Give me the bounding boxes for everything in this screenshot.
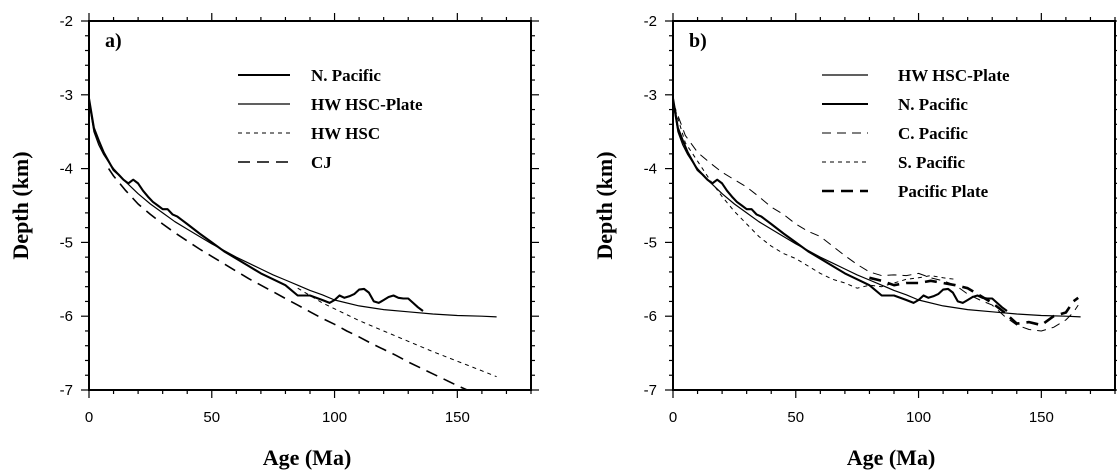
y-tick-label: -7 xyxy=(60,382,73,399)
y-tick-label: -2 xyxy=(60,13,73,30)
panel-label: b) xyxy=(689,30,707,52)
y-tick-label: -6 xyxy=(644,308,657,325)
x-tick-label: 50 xyxy=(787,409,804,426)
y-tick-label: -3 xyxy=(60,87,73,104)
legend-label: HW HSC-Plate xyxy=(311,95,423,114)
series-line-pacific-plate xyxy=(869,276,1079,327)
plot-frame xyxy=(88,20,532,391)
y-tick-label: -7 xyxy=(644,382,657,399)
legend-label: C. Pacific xyxy=(898,124,968,143)
series-line-hw-hsc-plate xyxy=(672,102,1081,318)
series-line-s-pacific xyxy=(672,102,956,289)
y-tick-label: -6 xyxy=(60,308,73,325)
y-tick-label: -3 xyxy=(644,87,657,104)
series-line-n-pacific xyxy=(87,98,424,312)
legend-label: HW HSC-Plate xyxy=(898,66,1010,85)
series-line-cj xyxy=(107,168,468,391)
y-tick-label: -4 xyxy=(644,161,657,178)
series-line-hw-hsc-plate xyxy=(88,102,497,318)
plot-frame xyxy=(672,20,1116,391)
y-axis-title: Depth (km) xyxy=(8,151,33,259)
chart-panel-b: 0 50 100 150 -2 -3 -4 -5 -6 -7 Age (Ma) Depth (km) b… xyxy=(592,13,1117,470)
panel-label: a) xyxy=(105,30,122,52)
x-tick-label: 100 xyxy=(906,409,931,426)
y-tick-label: -5 xyxy=(644,234,657,251)
chart-panel-a: 0 50 100 150 -2 -3 -4 -5 -6 -7 Age (Ma) Depth (km) a… xyxy=(8,13,539,470)
series-line-hw-hsc xyxy=(297,287,497,378)
x-tick-label: 0 xyxy=(85,409,93,426)
legend-label: N. Pacific xyxy=(898,95,968,114)
x-axis-title: Age (Ma) xyxy=(847,445,936,470)
x-axis-title: Age (Ma) xyxy=(263,445,352,470)
legend-label: Pacific Plate xyxy=(898,182,989,201)
y-axis-title: Depth (km) xyxy=(592,151,617,259)
series-line-n-pacific xyxy=(671,98,1008,312)
legend-label: CJ xyxy=(311,153,332,172)
y-tick-label: -4 xyxy=(60,161,73,178)
legend-label: HW HSC xyxy=(311,124,380,143)
legend-label: N. Pacific xyxy=(311,66,381,85)
y-tick-label: -2 xyxy=(644,13,657,30)
y-tick-label: -5 xyxy=(60,234,73,251)
x-tick-label: 150 xyxy=(445,409,470,426)
x-tick-label: 0 xyxy=(669,409,677,426)
series-line-c-pacific xyxy=(672,102,1079,332)
x-tick-label: 150 xyxy=(1029,409,1054,426)
x-tick-label: 50 xyxy=(203,409,220,426)
x-tick-label: 100 xyxy=(322,409,347,426)
legend-label: S. Pacific xyxy=(898,153,965,172)
